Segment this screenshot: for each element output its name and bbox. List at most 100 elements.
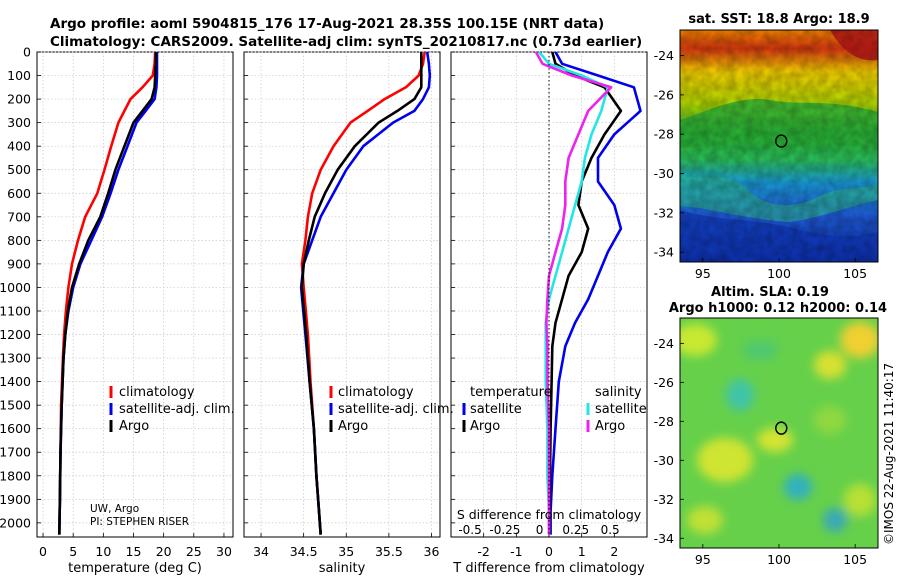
x-axis-ticks: 0 5 10 15 20 25 30 34 34.5 35 35.5 36 -2 -1 0 1 2 [39, 544, 618, 559]
map-lon-tick-label: 95 [695, 552, 711, 567]
difference-legend: temperature salinity satellite Argo sate… [462, 385, 647, 434]
grid-lines [37, 51, 647, 537]
depth-tick-label: 1000 [0, 280, 31, 295]
depth-tick-label: 600 [7, 186, 31, 201]
x-tick-label: 25 [186, 544, 202, 559]
map-lat-tick-label: -34 [654, 245, 674, 260]
legend-label-argo: Argo [338, 419, 368, 434]
depth-tick-label: 1600 [0, 421, 31, 436]
map-lat-tick-label: -30 [654, 453, 674, 468]
x-tick-label: 5 [69, 544, 77, 559]
x-tick-label: 35 [338, 544, 354, 559]
x-tick-label: 10 [95, 544, 111, 559]
series-line-satellite-adj-clim- [58, 52, 159, 535]
figure-title-line2: Climatology: CARS2009. Satellite-adj cli… [50, 34, 642, 50]
map-lat-tick-label: -32 [654, 492, 674, 507]
series-line-climatology [300, 52, 426, 535]
difference-xlabel-top: S difference from climatology [457, 507, 642, 522]
legend-title-salinity: salinity [595, 385, 642, 400]
series-line-argo [58, 52, 158, 535]
depth-tick-label: 1500 [0, 398, 31, 413]
temperature-legend: climatology satellite-adj. clim. Argo [109, 385, 235, 434]
x-tick-label: 30 [216, 544, 232, 559]
legend-label-satellite: satellite-adj. clim. [338, 402, 454, 417]
sst-map-title: sat. SST: 18.8 Argo: 18.9 [688, 12, 869, 27]
depth-tick-label: 1800 [0, 468, 31, 483]
depth-tick-label: 500 [7, 162, 31, 177]
legend-label-t-satellite: satellite [470, 402, 522, 417]
map-lon-tick-label: 105 [843, 552, 867, 567]
depth-tick-label: 1900 [0, 492, 31, 507]
depth-tick-label: 100 [7, 68, 31, 83]
sla-map-image [680, 318, 878, 548]
salinity-diff-tick-labels: -0.5 -0.25 0 0.25 0.5 [458, 523, 619, 537]
x-tick-label: 1 [578, 544, 586, 559]
x-tick-label: 15 [126, 544, 142, 559]
credit-line1: UW, Argo [90, 503, 139, 515]
depth-tick-label: 2000 [0, 515, 31, 530]
map-lon-tick-label: 95 [695, 266, 711, 281]
map-lat-tick-label: -30 [654, 166, 674, 181]
depth-tick-label: 700 [7, 209, 31, 224]
depth-tick-label: 800 [7, 233, 31, 248]
x-tick-label: 36 [424, 544, 440, 559]
sla-map-title-line1: Altim. SLA: 0.19 [711, 285, 829, 300]
depth-tick-label: 400 [7, 139, 31, 154]
map-lon-tick-label: 100 [767, 266, 791, 281]
legend-label-s-satellite: satellite [595, 402, 647, 417]
map-lat-tick-label: -28 [654, 127, 674, 142]
legend-label-satellite: satellite-adj. clim. [119, 402, 235, 417]
map-lat-tick-label: -24 [654, 48, 674, 63]
series-line-t-argo [548, 52, 623, 535]
profile-series [58, 52, 642, 535]
salinity-series-group [299, 52, 432, 535]
sla-map-title-line2: Argo h1000: 0.12 h2000: 0.14 [669, 301, 887, 316]
sst-map-image [680, 30, 878, 262]
depth-tick-label: 1300 [0, 351, 31, 366]
sst-map-axes: -24 -26 -28 -30 -32 -34 95 100 105 [654, 48, 868, 281]
legend-label-t-argo: Argo [470, 419, 500, 434]
map-lat-tick-label: -26 [654, 87, 674, 102]
salinity-panel-frame [243, 51, 441, 538]
legend-title-temperature: temperature [470, 385, 552, 400]
depth-tick-label: 1400 [0, 374, 31, 389]
x-tick-label: 34.5 [290, 544, 318, 559]
x-tick-label: 34 [253, 544, 269, 559]
x-tick-label: -2 [477, 544, 489, 559]
x-tick-label: 0 [39, 544, 47, 559]
depth-tick-label: 300 [7, 115, 31, 130]
temperature-xlabel: temperature (deg C) [68, 561, 202, 576]
map-lat-tick-label: -26 [654, 375, 674, 390]
differences-series-group [534, 52, 642, 535]
legend-label-s-argo: Argo [595, 419, 625, 434]
depth-tick-label: 1200 [0, 327, 31, 342]
depth-tick-label: 1700 [0, 445, 31, 460]
sla-map-axes: -24 -26 -28 -30 -32 -34 95 100 105 [654, 336, 868, 567]
salinity-legend: climatology satellite-adj. clim. Argo [329, 385, 454, 434]
depth-tick-label: 900 [7, 256, 31, 271]
depth-axis-ticks: 0 100 200 300 400 500 600 700 800 900 1000 1100 1200… [0, 45, 31, 531]
map-lat-tick-label: -24 [654, 336, 674, 351]
legend-label-climatology: climatology [338, 385, 414, 400]
series-line-argo [300, 52, 423, 535]
salinity-xlabel: salinity [319, 561, 366, 576]
depth-tick-label: 0 [23, 45, 31, 60]
map-lon-tick-label: 100 [767, 552, 791, 567]
difference-xlabel: T difference from climatology [452, 561, 645, 576]
depth-tick-label: 200 [7, 92, 31, 107]
legend-label-climatology: climatology [119, 385, 195, 400]
x-tick-label: 35.5 [375, 544, 403, 559]
map-lat-tick-label: -34 [654, 531, 674, 546]
depth-tick-label: 1100 [0, 303, 31, 318]
legend-label-argo: Argo [119, 419, 149, 434]
map-lat-tick-label: -32 [654, 205, 674, 220]
imos-footer-stamp: ©IMOS 22-Aug-2021 11:40:17 [882, 363, 896, 545]
sst-argo-location-marker [775, 134, 788, 148]
x-tick-label: 20 [156, 544, 172, 559]
sla-argo-location-marker [775, 421, 788, 435]
map-lon-tick-label: 105 [843, 266, 867, 281]
figure-title-line1: Argo profile: aoml 5904815_176 17-Aug-20… [50, 16, 604, 32]
x-tick-label: -1 [510, 544, 522, 559]
series-line-t-satellite [549, 52, 642, 535]
